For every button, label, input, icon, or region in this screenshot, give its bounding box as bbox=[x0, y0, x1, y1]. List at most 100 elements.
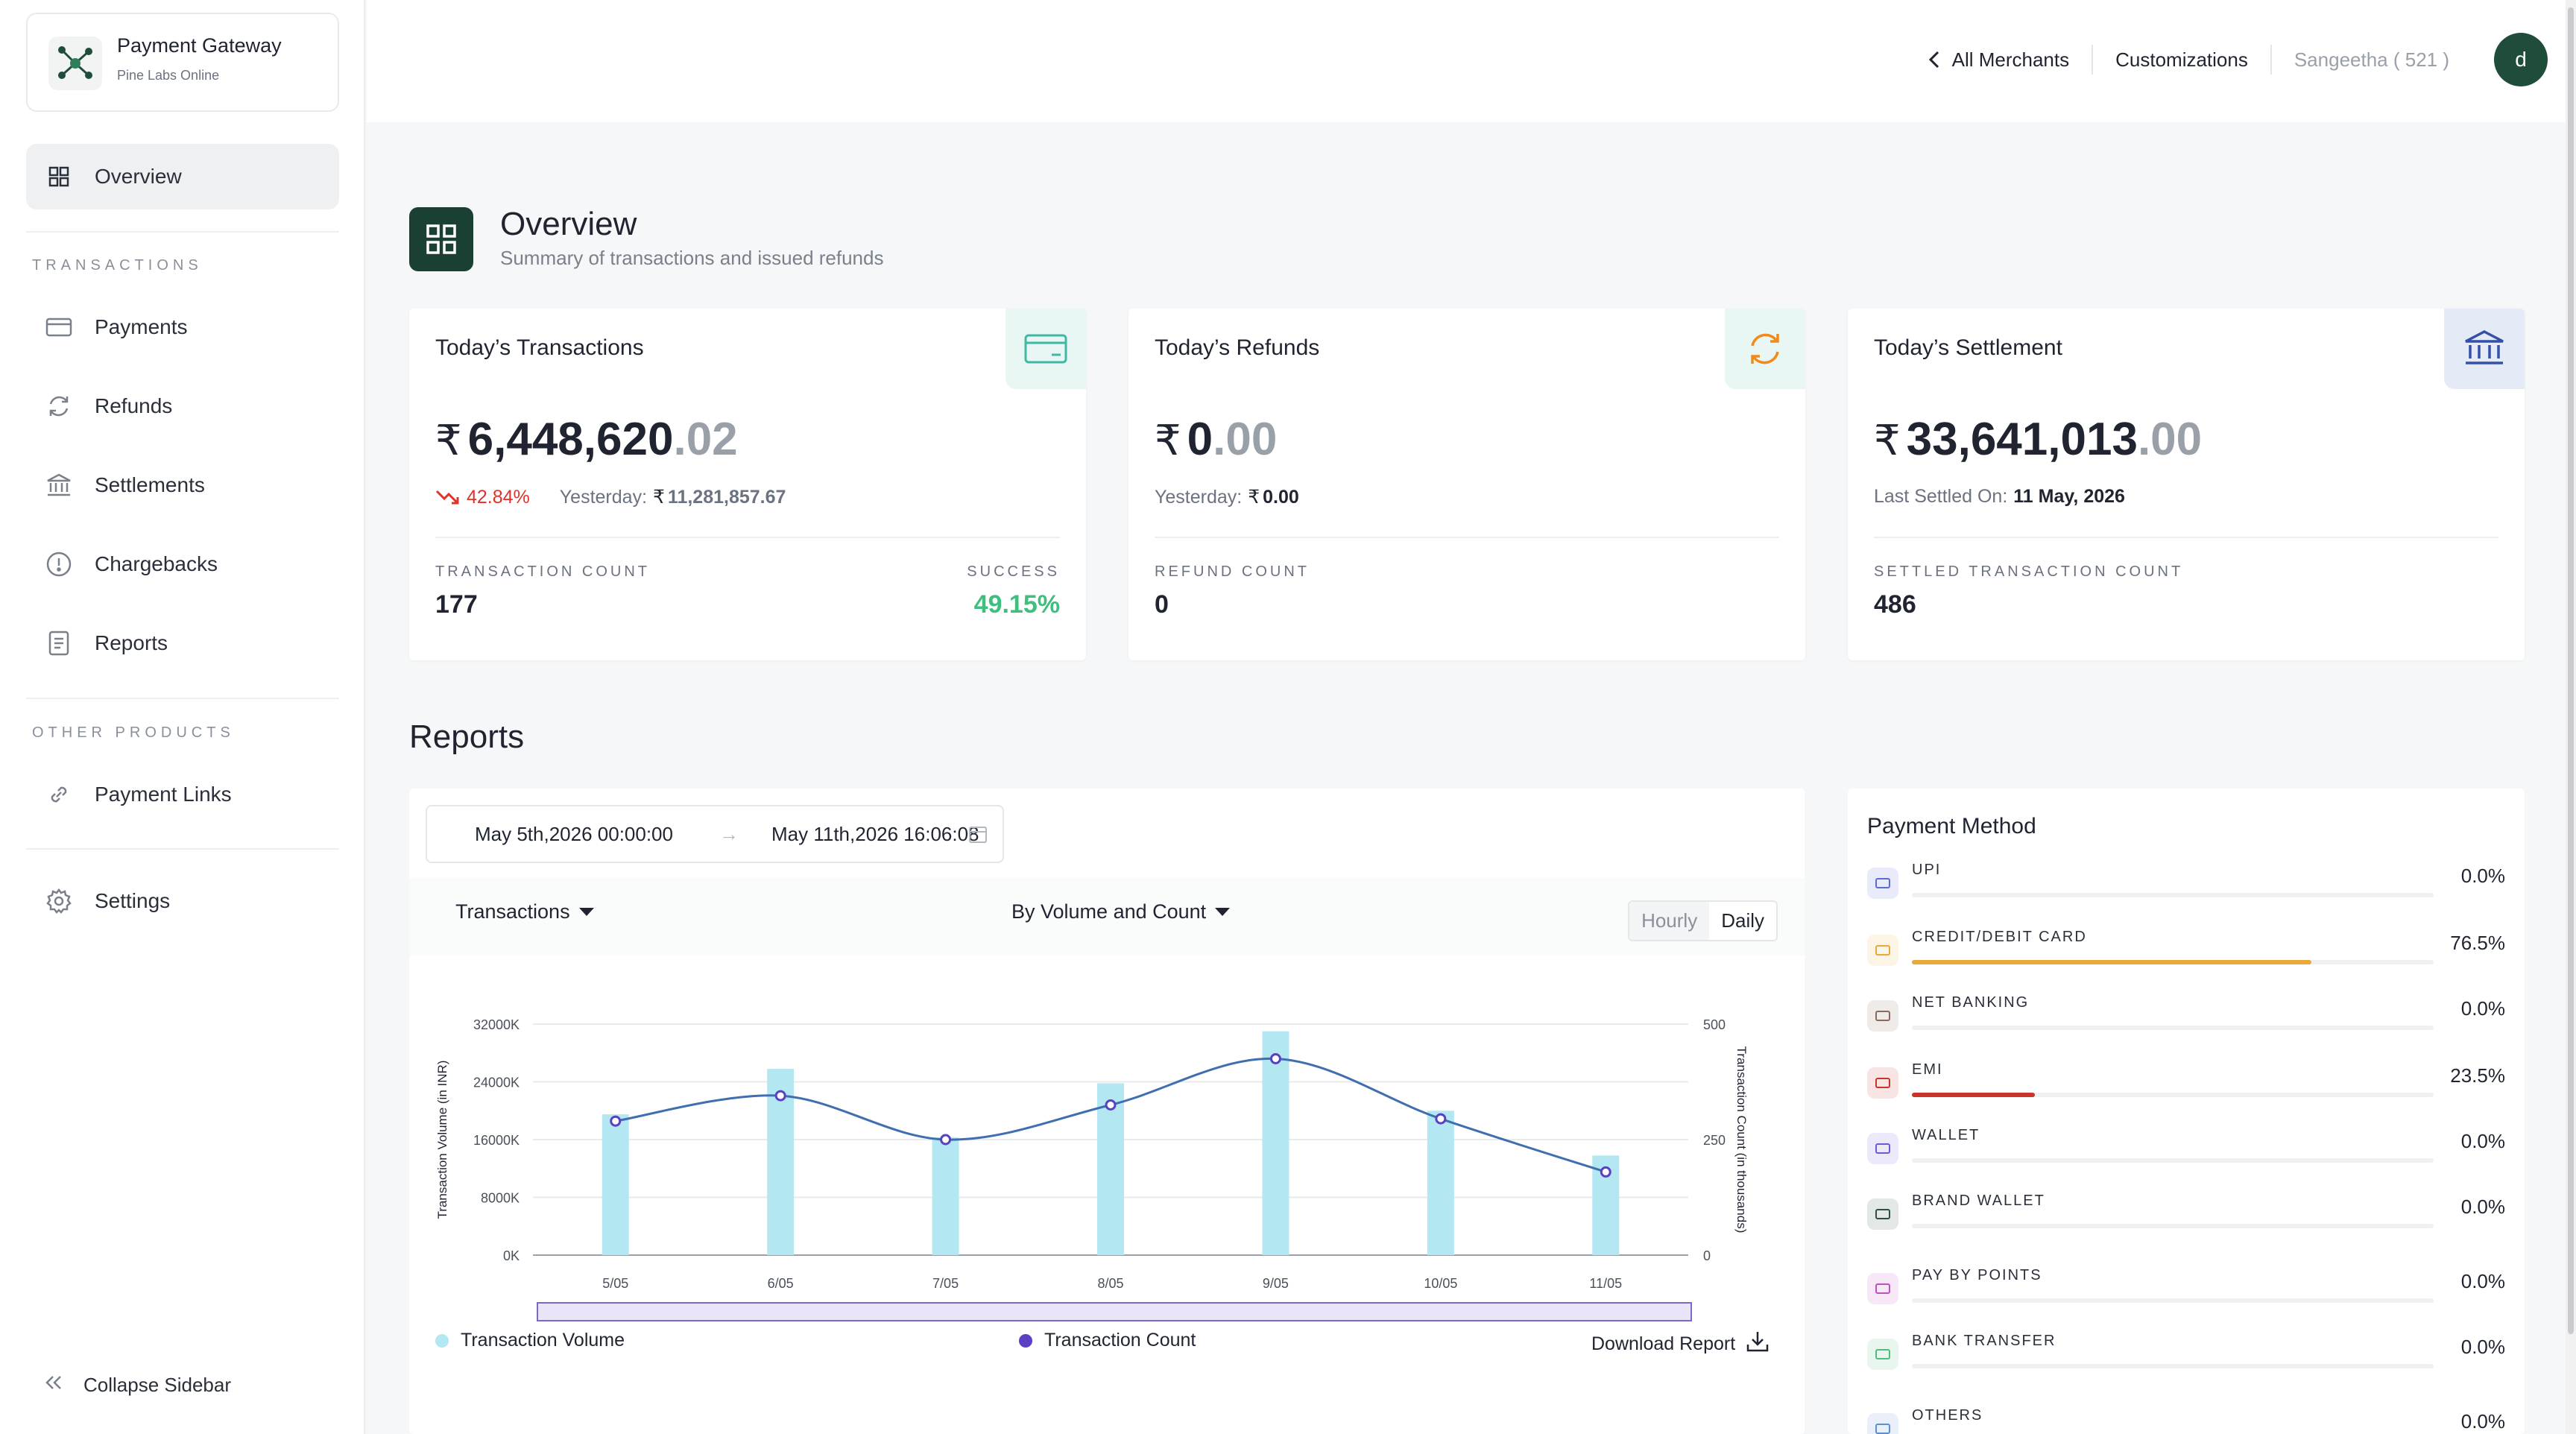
payment-method-label: NET BANKING bbox=[1912, 994, 2030, 1011]
chart-toolbar: Transactions By Volume and Count Hourly … bbox=[409, 878, 1805, 956]
chevron-left-icon bbox=[1928, 50, 1940, 69]
settlement-amount: ₹ 33,641,013.00 bbox=[1874, 413, 2202, 466]
x-tick-label: 11/05 bbox=[1589, 1276, 1622, 1291]
legend-volume-label: Transaction Volume bbox=[461, 1330, 625, 1351]
sidebar-item-payment-links[interactable]: Payment Links bbox=[26, 762, 339, 827]
calendar-icon bbox=[968, 824, 988, 849]
y-tick-label: 16000K bbox=[473, 1133, 520, 1148]
amount-integer: 33,641,013 bbox=[1906, 414, 2138, 465]
sidebar-item-refunds[interactable]: Refunds bbox=[26, 373, 339, 439]
last-settled-value: 11 May, 2026 bbox=[2013, 486, 2125, 507]
sidebar-item-payments[interactable]: Payments bbox=[26, 294, 339, 360]
payment-method-value: 0.0% bbox=[2460, 1130, 2505, 1152]
amount-integer: 0 bbox=[1187, 414, 1213, 465]
sidebar-item-chargebacks[interactable]: Chargebacks bbox=[26, 531, 339, 597]
payment-method-row: BRAND WALLET 0.0% bbox=[1867, 1193, 2505, 1252]
page-scrollbar[interactable] bbox=[2566, 0, 2576, 1434]
payment-method-value: 0.0% bbox=[2460, 1195, 2505, 1218]
payment-method-label: CREDIT/DEBIT CARD bbox=[1912, 929, 2087, 945]
brand-card[interactable]: Payment Gateway Pine Labs Online bbox=[26, 13, 339, 112]
payment-method-value: 0.0% bbox=[2460, 865, 2505, 887]
count-point-5/05 bbox=[610, 1115, 622, 1127]
y-axis-title: Transaction Volume (in INR) bbox=[435, 1061, 449, 1219]
card-divider bbox=[1874, 537, 2498, 538]
transaction-count-label: TRANSACTION COUNT bbox=[435, 563, 650, 580]
x-tick-label: 9/05 bbox=[1263, 1276, 1289, 1291]
payment-method-panel: Payment Method UPI 0.0% CREDIT/DEBIT CARD 7… bbox=[1848, 789, 2525, 1434]
y-tick-label: 8000K bbox=[481, 1191, 520, 1206]
all-merchants-label: All Merchants bbox=[1951, 48, 2070, 71]
payment-method-bar-track bbox=[1912, 1158, 2434, 1163]
card-title: Today’s Transactions bbox=[435, 335, 644, 360]
sidebar-item-label: Payments bbox=[95, 315, 188, 338]
payment-method-bar-track bbox=[1912, 1298, 2434, 1303]
x-tick-label: 10/05 bbox=[1424, 1276, 1457, 1291]
yesterday-label: Yesterday: bbox=[1155, 486, 1243, 508]
sidebar-item-settings[interactable]: Settings bbox=[26, 868, 339, 934]
payment-method-label: WALLET bbox=[1912, 1127, 1980, 1143]
toggle-hourly[interactable]: Hourly bbox=[1629, 902, 1710, 940]
date-range-picker[interactable]: May 5th,2026 00:00:00 → May 11th,2026 16… bbox=[426, 805, 1004, 863]
legend-volume[interactable]: Transaction Volume bbox=[435, 1330, 625, 1351]
card-divider bbox=[1155, 537, 1779, 538]
sidebar-item-reports[interactable]: Reports bbox=[26, 610, 339, 676]
all-merchants-link[interactable]: All Merchants bbox=[1906, 45, 2092, 75]
card-divider bbox=[435, 537, 1060, 538]
overview-grid-icon bbox=[409, 207, 473, 271]
refresh-icon bbox=[44, 391, 74, 421]
currency-symbol: ₹ bbox=[435, 417, 462, 464]
payment-method-label: EMI bbox=[1912, 1061, 1943, 1078]
y2-axis-title: Transaction Count (in thousands) bbox=[1734, 1046, 1749, 1234]
collapse-sidebar-button[interactable]: Collapse Sidebar bbox=[43, 1374, 231, 1397]
legend-count[interactable]: Transaction Count bbox=[1019, 1330, 1196, 1351]
card-title: Today’s Refunds bbox=[1155, 335, 1320, 360]
y-tick-label: 32000K bbox=[473, 1017, 520, 1032]
avatar[interactable]: d bbox=[2494, 33, 2548, 86]
transactions-chart: 0K 8000K 16000K 24000K 32000K 0 250 500 Transact… bbox=[435, 1017, 1749, 1321]
scrollbar-thumb[interactable] bbox=[2568, 7, 2574, 1334]
y-tick-label: 24000K bbox=[473, 1076, 520, 1090]
date-to: May 11th,2026 16:06:08 bbox=[771, 822, 979, 845]
sidebar-item-overview[interactable]: Overview bbox=[26, 144, 339, 209]
granularity-toggle: Hourly Daily bbox=[1628, 900, 1778, 941]
y2-tick-label: 500 bbox=[1703, 1017, 1726, 1032]
customizations-link[interactable]: Customizations bbox=[2092, 45, 2270, 75]
settlement-card: Today’s Settlement ₹ 33,641,013.00 Last … bbox=[1848, 309, 2525, 660]
count-point-9/05 bbox=[1269, 1053, 1281, 1064]
x-tick-label: 5/05 bbox=[602, 1276, 628, 1291]
last-settled-label: Last Settled On: bbox=[1874, 486, 2008, 507]
caret-down-icon bbox=[578, 908, 594, 916]
payment-method-row: OTHERS 0.0% bbox=[1867, 1407, 2505, 1434]
sidebar-item-settlements[interactable]: Settlements bbox=[26, 452, 339, 518]
bar-7/05 bbox=[932, 1137, 959, 1255]
settled-count-label: SETTLED TRANSACTION COUNT bbox=[1874, 563, 2184, 580]
page-title: Overview bbox=[500, 206, 637, 242]
bar-5/05 bbox=[602, 1114, 629, 1255]
toggle-daily[interactable]: Daily bbox=[1709, 902, 1776, 940]
network-logo-icon bbox=[48, 37, 102, 90]
sidebar: Payment Gateway Pine Labs Online Overvie… bbox=[0, 0, 365, 1434]
page-subtitle: Summary of transactions and issued refun… bbox=[500, 247, 884, 269]
yesterday-currency: ₹ bbox=[1248, 487, 1260, 508]
user-name: Sangeetha ( 521 ) bbox=[2270, 45, 2472, 75]
card-title: Today’s Settlement bbox=[1874, 335, 2062, 360]
payment-method-value: 23.5% bbox=[2450, 1064, 2505, 1087]
emi-icon bbox=[1867, 1067, 1898, 1099]
bank-icon bbox=[2444, 309, 2525, 389]
payment-method-row: BANK TRANSFER 0.0% bbox=[1867, 1333, 2505, 1392]
divider bbox=[26, 848, 339, 850]
mode-dropdown[interactable]: By Volume and Count bbox=[1011, 900, 1231, 923]
payment-method-bar-track bbox=[1912, 1364, 2434, 1368]
amount-integer: 6,448,620 bbox=[467, 414, 674, 465]
download-report-button[interactable]: Download Report bbox=[1591, 1330, 1770, 1359]
sidebar-item-label: Overview bbox=[95, 165, 182, 188]
payment-method-row: PAY BY POINTS 0.0% bbox=[1867, 1267, 2505, 1327]
payment-method-label: BANK TRANSFER bbox=[1912, 1333, 2056, 1349]
count-point-6/05 bbox=[774, 1090, 786, 1102]
top-bar: All Merchants Customizations Sangeetha (… bbox=[367, 0, 2576, 122]
payment-method-row: UPI 0.0% bbox=[1867, 862, 2505, 921]
settlement-subline: Last Settled On: 11 May, 2026 bbox=[1874, 486, 2125, 508]
payment-method-row: NET BANKING 0.0% bbox=[1867, 994, 2505, 1054]
metric-dropdown[interactable]: Transactions bbox=[455, 900, 594, 923]
sidebar-item-label: Reports bbox=[95, 631, 168, 654]
